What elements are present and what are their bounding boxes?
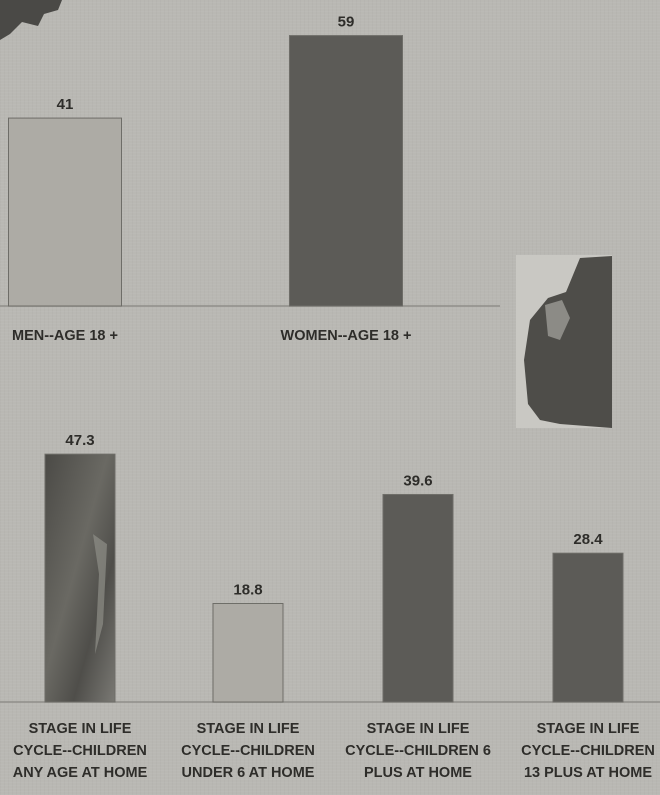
bar-2-2 [212,602,284,703]
value-label-2-1: 47.3 [65,432,94,449]
value-label-1-2: 59 [338,14,355,31]
category-label-2-4: STAGE IN LIFE CYCLE--CHILDREN 13 PLUS AT H… [521,721,655,781]
category-label-1-2: WOMEN--AGE 18 + [281,328,412,344]
bar-1-2 [289,35,403,307]
corner-photo-fragment [0,0,62,40]
category-label-2-1: STAGE IN LIFE CYCLE--CHILDREN ANY AGE AT H… [13,721,148,781]
bar-2-3 [382,493,454,703]
value-label-2-2: 18.8 [233,581,262,598]
bar-2-4 [552,552,624,703]
value-label-1-1: 41 [57,96,74,113]
photo-texture-highlight [93,534,107,655]
value-label-2-3: 39.6 [403,472,432,489]
category-label-1-1: MEN--AGE 18 + [12,328,118,344]
category-label-2-2: STAGE IN LIFE CYCLE--CHILDREN UNDER 6 AT H… [181,721,315,781]
bar-1-1 [8,117,122,307]
side-photo-inset [516,255,612,428]
value-label-2-4: 28.4 [573,531,603,548]
category-label-2-3: STAGE IN LIFE CYCLE--CHILDREN 6 PLUS AT HO… [345,721,491,781]
